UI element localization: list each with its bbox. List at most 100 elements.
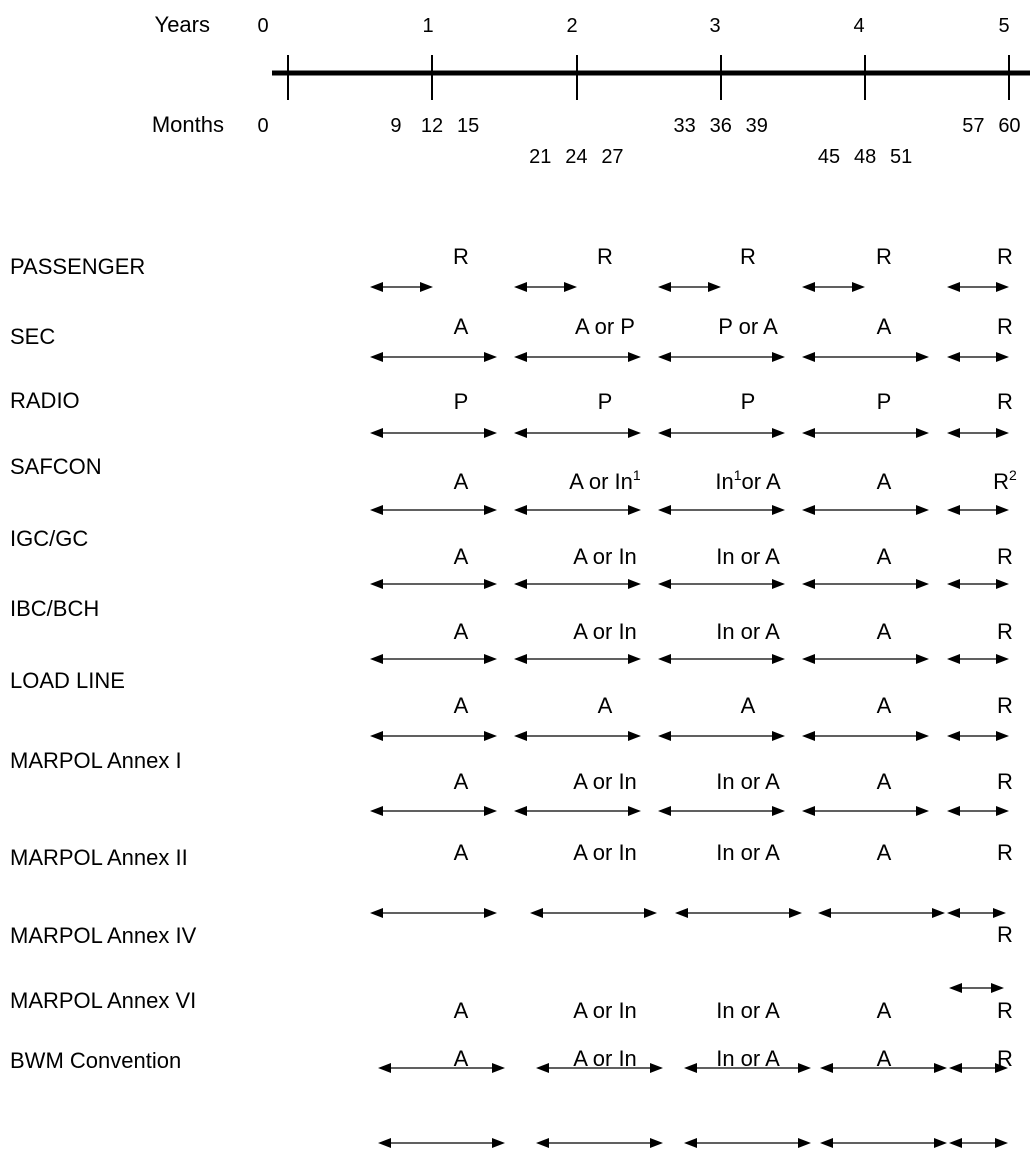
arrowhead-right [991,983,1004,993]
survey-label: R [997,998,1013,1023]
arrowhead-right [932,908,945,918]
arrowhead-right [772,579,785,589]
survey-label: R [997,244,1013,269]
arrowhead-left [684,1138,697,1148]
arrowhead-left [370,282,383,292]
survey-label: R [997,389,1013,414]
arrowhead-left [514,579,527,589]
arrowhead-left [378,1063,391,1073]
arrowhead-right [789,908,802,918]
survey-label: P [877,389,892,414]
arrowhead-right [995,1063,1008,1073]
arrowhead-left [370,579,383,589]
arrowhead-left [820,1063,833,1073]
survey-label-suffix: or A [742,469,781,494]
arrowhead-right [628,806,641,816]
survey-label: A [877,693,892,718]
arrowhead-left [658,654,671,664]
arrowhead-left [514,282,527,292]
arrowhead-right [772,352,785,362]
arrowhead-left [370,428,383,438]
month-tick-label: 21 [529,146,551,168]
arrowhead-left [947,806,960,816]
arrowhead-right [484,505,497,515]
arrowhead-left [514,428,527,438]
month-tick-label: 9 [390,115,401,137]
arrowhead-right [798,1063,811,1073]
arrowhead-right [916,806,929,816]
survey-label: R [740,244,756,269]
survey-label: R [997,619,1013,644]
arrowhead-right [916,505,929,515]
arrowhead-right [996,806,1009,816]
survey-label: A [454,840,469,865]
arrowhead-right [916,731,929,741]
arrowhead-right [934,1138,947,1148]
arrowhead-left [947,654,960,664]
arrowhead-left [675,908,688,918]
arrowhead-left [658,282,671,292]
arrowhead-left [949,983,962,993]
arrowhead-left [802,428,815,438]
years-axis-label: Years [155,12,210,37]
arrowhead-left [802,579,815,589]
survey-label: In or A [716,998,780,1023]
arrowhead-right [708,282,721,292]
arrowhead-right [996,579,1009,589]
arrowhead-left [370,654,383,664]
row-name: MARPOL Annex IV [10,923,197,948]
survey-label: A [877,1046,892,1071]
arrowhead-right [772,806,785,816]
survey-label: A [877,544,892,569]
survey-label: R [997,1046,1013,1071]
arrowhead-right [628,505,641,515]
arrowhead-left [658,731,671,741]
arrowhead-left [947,282,960,292]
row-name: MARPOL Annex VI [10,988,196,1013]
arrowhead-right [996,505,1009,515]
row-name: LOAD LINE [10,668,125,693]
footnote-superscript: 1 [633,467,641,483]
arrowhead-left [658,505,671,515]
arrowhead-left [949,1063,962,1073]
arrowhead-right [772,505,785,515]
survey-label: A [454,998,469,1023]
survey-label: A [877,619,892,644]
survey-label: R [997,769,1013,794]
survey-label: A or In [573,544,637,569]
month-tick-label: 33 [674,115,696,137]
arrowhead-left [818,908,831,918]
survey-label: R [597,244,613,269]
survey-label-text: R [993,469,1009,494]
survey-label: In or A [716,769,780,794]
survey-label: A or In [573,998,637,1023]
arrowhead-right [484,908,497,918]
arrowhead-left [802,352,815,362]
arrowhead-left [514,806,527,816]
survey-label: A or P [575,314,635,339]
arrowhead-left [370,908,383,918]
arrowhead-right [644,908,657,918]
survey-label: A [454,1046,469,1071]
arrowhead-left [684,1063,697,1073]
row-name: PASSENGER [10,254,145,279]
arrowhead-right [772,428,785,438]
arrowhead-left [530,908,543,918]
row-name: SAFCON [10,454,102,479]
survey-label: A [877,769,892,794]
footnote-superscript: 1 [734,467,742,483]
arrowhead-right [993,908,1006,918]
survey-label: R [453,244,469,269]
month-tick-label: 57 [962,115,984,137]
arrowhead-right [484,806,497,816]
arrowhead-right [484,428,497,438]
survey-label: R [997,693,1013,718]
month-tick-label: 15 [457,115,479,137]
arrowhead-right [492,1138,505,1148]
arrowhead-right [934,1063,947,1073]
arrowhead-left [947,428,960,438]
arrowhead-right [650,1138,663,1148]
arrowhead-right [996,731,1009,741]
